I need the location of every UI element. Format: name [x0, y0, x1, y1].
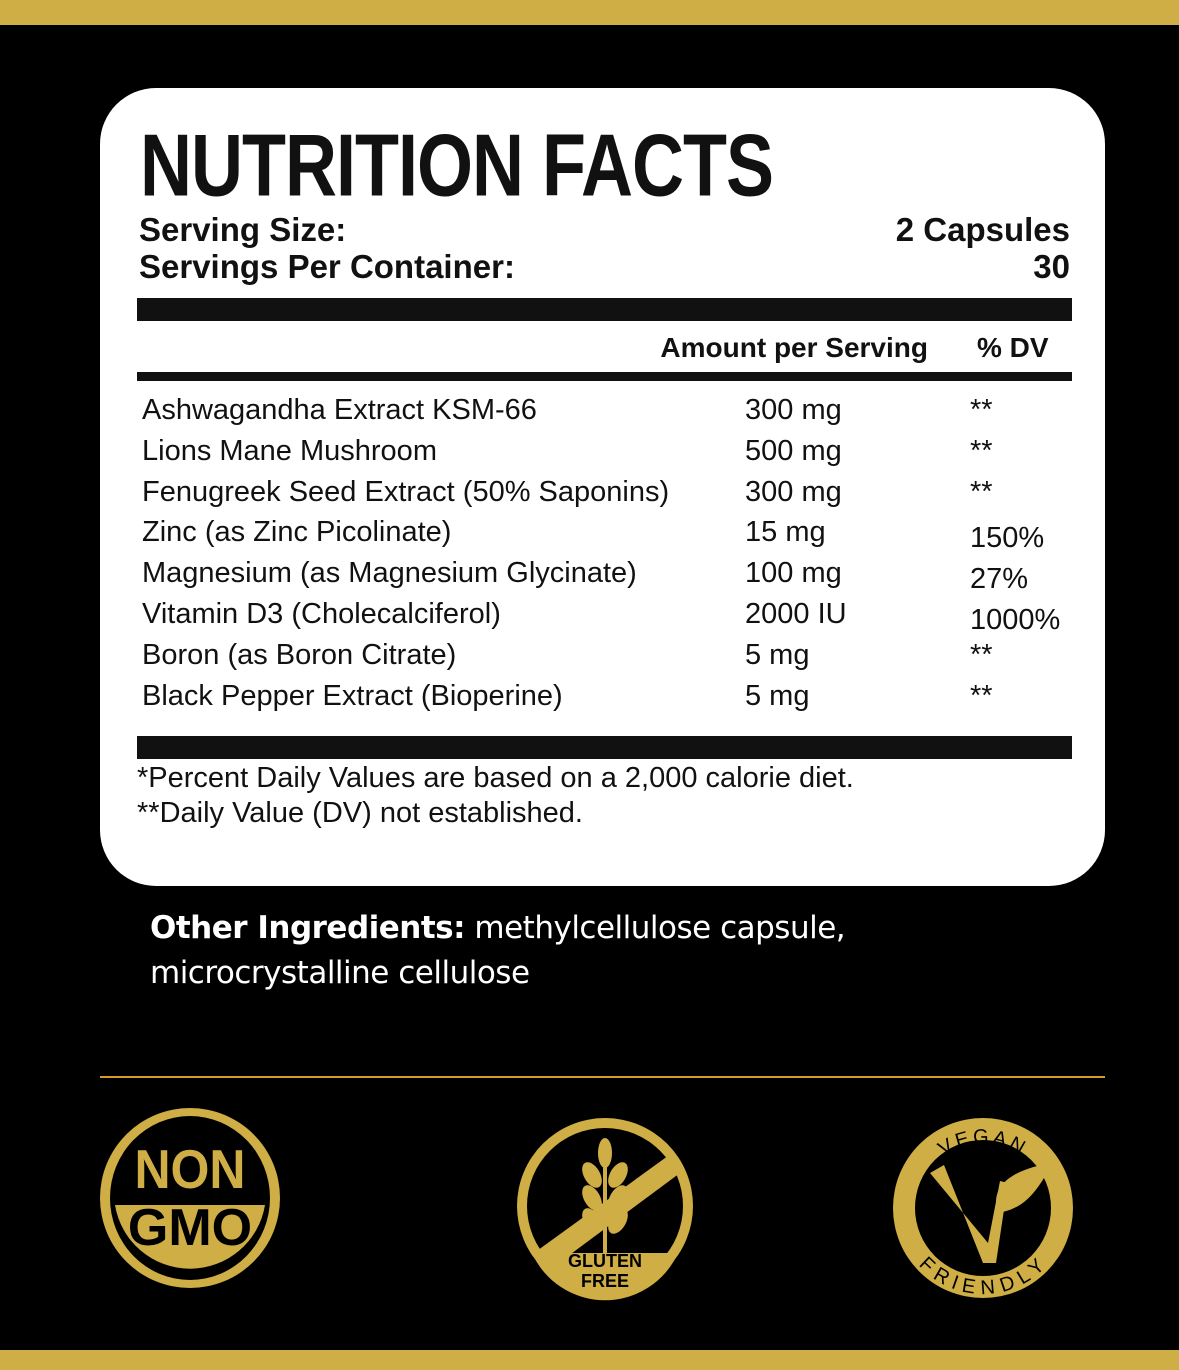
ingredient-name: Black Pepper Extract (Bioperine) [142, 679, 563, 712]
ingredient-amount: 300 mg [745, 394, 842, 426]
ingredient-amount: 5 mg [745, 679, 810, 712]
ingredient-row: Ashwagandha Extract KSM-66 300 mg ** [142, 394, 1072, 434]
ingredient-dv: ** [970, 638, 993, 671]
ingredient-row: Fenugreek Seed Extract (50% Saponins) 30… [142, 476, 1072, 516]
divider-bar [137, 372, 1072, 381]
ingredient-dv: ** [970, 434, 993, 467]
ingredient-amount: 5 mg [745, 638, 810, 671]
panel-title: NUTRITION FACTS [140, 117, 774, 215]
badge-text: NON [134, 1139, 245, 1201]
amount-header: Amount per Serving [660, 332, 928, 363]
ingredient-name: Zinc (as Zinc Picolinate) [142, 516, 452, 549]
servings-per-container-label: Servings Per Container: [139, 248, 515, 285]
ingredient-dv: 27% [970, 563, 1029, 596]
ingredient-dv: ** [970, 679, 993, 712]
serving-size-value: 2 Capsules [895, 211, 1070, 248]
other-ingredients-line2: microcrystalline cellulose [150, 955, 530, 991]
other-ingredients-label: Other Ingredients: [150, 910, 466, 946]
dv-header: % DV [977, 332, 1049, 363]
gluten-free-badge-icon: GLUTEN FREE [517, 1118, 693, 1301]
badge-text: FREE [581, 1271, 629, 1291]
ingredient-amount: 2000 IU [745, 598, 847, 630]
ingredient-dv: ** [970, 475, 993, 508]
ingredient-dv: 150% [970, 522, 1045, 555]
ingredient-amount: 300 mg [745, 475, 842, 508]
ingredient-amount: 15 mg [745, 516, 826, 549]
serving-size-label: Serving Size: [139, 211, 347, 248]
badge-text: GMO [128, 1199, 252, 1257]
ingredient-name: Vitamin D3 (Cholecalciferol) [142, 598, 501, 630]
ingredient-row: Zinc (as Zinc Picolinate) 15 mg 150% [142, 516, 1072, 556]
footnote-dv: *Percent Daily Values are based on a 2,0… [137, 762, 854, 794]
badge-text: GLUTEN [568, 1251, 642, 1271]
non-gmo-badge-icon: NON GMO [100, 1108, 280, 1288]
ingredient-row: Black Pepper Extract (Bioperine) 5 mg ** [142, 680, 1072, 720]
ingredient-name: Boron (as Boron Citrate) [142, 638, 457, 671]
gold-divider [100, 1076, 1105, 1078]
ingredient-amount: 100 mg [745, 557, 842, 590]
ingredient-dv: 1000% [970, 604, 1061, 636]
ingredient-name: Fenugreek Seed Extract (50% Saponins) [142, 475, 670, 508]
divider-bar [137, 736, 1072, 759]
ingredient-amount: 500 mg [745, 434, 842, 467]
vegan-friendly-badge-icon: VEGAN FRIENDLY [893, 1118, 1073, 1299]
ingredient-row: Boron (as Boron Citrate) 5 mg ** [142, 639, 1072, 679]
ingredient-row: Magnesium (as Magnesium Glycinate) 100 m… [142, 557, 1072, 597]
ingredient-row: Lions Mane Mushroom 500 mg ** [142, 435, 1072, 475]
nutrition-facts-panel: NUTRITION FACTS Serving Size: 2 Capsules… [100, 88, 1105, 886]
ingredient-name: Lions Mane Mushroom [142, 434, 437, 467]
bottom-gold-bar [0, 1350, 1179, 1370]
footnote-not-established: **Daily Value (DV) not established. [137, 797, 583, 829]
ingredient-row: Vitamin D3 (Cholecalciferol) 2000 IU 100… [142, 598, 1072, 638]
ingredient-name: Magnesium (as Magnesium Glycinate) [142, 557, 637, 590]
divider-bar [137, 298, 1072, 321]
other-ingredients: Other Ingredients: methylcellulose capsu… [150, 910, 846, 946]
ingredient-name: Ashwagandha Extract KSM-66 [142, 394, 537, 426]
servings-per-container-value: 30 [1033, 248, 1070, 285]
ingredient-dv: ** [970, 394, 993, 426]
other-ingredients-line1: methylcellulose capsule, [465, 910, 846, 946]
top-gold-bar [0, 0, 1179, 25]
